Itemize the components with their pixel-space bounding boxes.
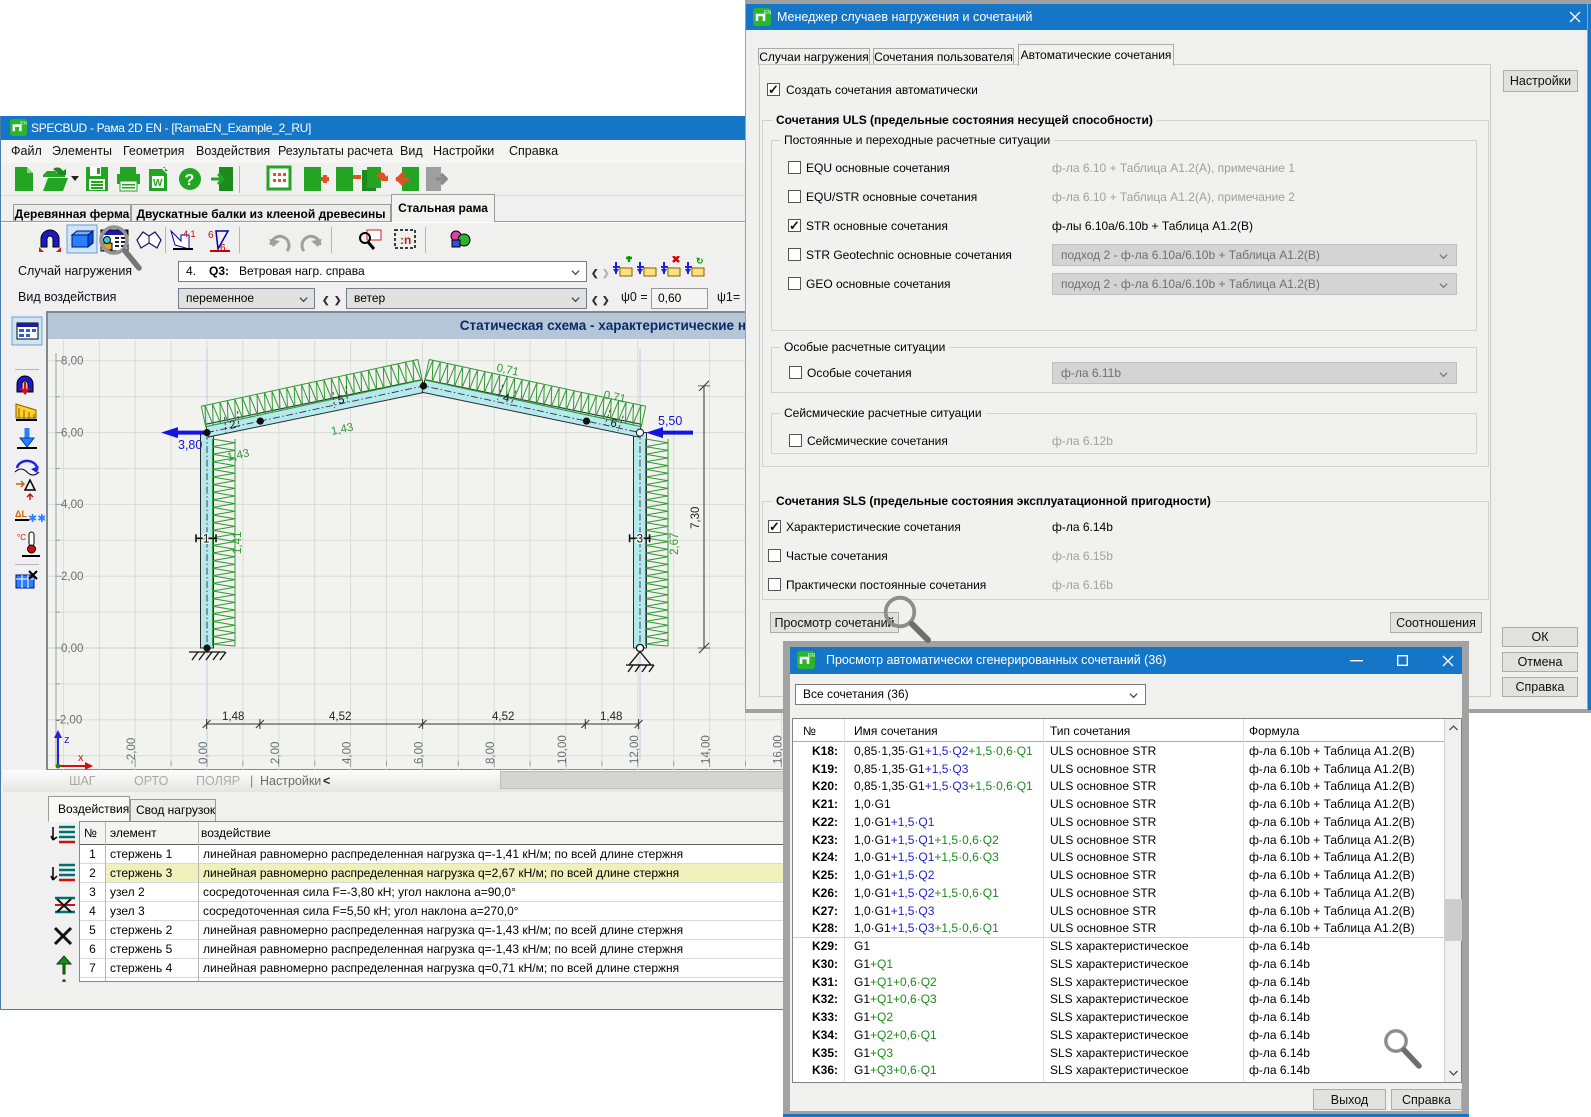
svg-text:10,00: 10,00 (557, 735, 569, 764)
svg-text:x: x (78, 752, 84, 764)
svg-text:8,00: 8,00 (61, 356, 83, 368)
svg-text:3,80: 3,80 (178, 438, 202, 452)
svg-text:-2,00: -2,00 (126, 738, 138, 764)
svg-text:1: 1 (203, 533, 209, 545)
svg-text:EN: EN (764, 10, 771, 16)
svg-text:2,00: 2,00 (270, 742, 282, 764)
svg-text:1,48: 1,48 (600, 711, 622, 723)
svg-text:4,00: 4,00 (342, 742, 354, 764)
svg-text:6,00: 6,00 (413, 742, 425, 764)
svg-text:2,67: 2,67 (669, 533, 681, 555)
svg-text:0,00: 0,00 (61, 643, 83, 655)
svg-text:EN: EN (20, 121, 27, 127)
svg-text:5: 5 (337, 394, 346, 407)
svg-text:16,00: 16,00 (772, 735, 784, 764)
svg-text:6: 6 (208, 230, 214, 241)
svg-text:z: z (64, 734, 70, 746)
svg-text:✱✱: ✱✱ (28, 513, 45, 525)
svg-text:6: 6 (220, 243, 226, 254)
svg-text:2,00: 2,00 (61, 571, 83, 583)
svg-text:ΔL: ΔL (15, 509, 27, 519)
svg-text:6,00: 6,00 (61, 428, 83, 440)
svg-text:12,00: 12,00 (629, 735, 641, 764)
svg-text:?: ? (185, 172, 195, 189)
svg-text:5,50: 5,50 (658, 414, 682, 428)
svg-text:°C: °C (17, 533, 26, 542)
svg-text:4,52: 4,52 (492, 711, 514, 723)
svg-text:2: 2 (228, 419, 237, 432)
svg-text:4: 4 (502, 392, 511, 405)
svg-text:0,00: 0,00 (198, 742, 210, 764)
svg-text:7,30: 7,30 (690, 507, 702, 529)
svg-text:1,43: 1,43 (226, 447, 250, 463)
svg-text:6: 6 (609, 417, 618, 430)
svg-text:4,1: 4,1 (183, 229, 196, 239)
svg-text:0,71: 0,71 (495, 362, 519, 378)
svg-text:-2,00: -2,00 (56, 715, 82, 727)
svg-text:1,43: 1,43 (330, 421, 354, 437)
svg-text:14,00: 14,00 (701, 735, 713, 764)
svg-text:1,48: 1,48 (222, 711, 244, 723)
svg-text:8,00: 8,00 (485, 742, 497, 764)
svg-text:W: W (153, 178, 163, 189)
svg-text:3: 3 (637, 533, 643, 545)
svg-text:EN: EN (808, 653, 815, 659)
svg-text:0,71: 0,71 (602, 389, 626, 405)
svg-text:↻: ↻ (696, 256, 704, 266)
svg-text::n: :n (400, 233, 411, 247)
svg-text:1,41: 1,41 (232, 532, 244, 554)
svg-text:4,00: 4,00 (61, 499, 83, 511)
svg-text:4,52: 4,52 (329, 711, 351, 723)
